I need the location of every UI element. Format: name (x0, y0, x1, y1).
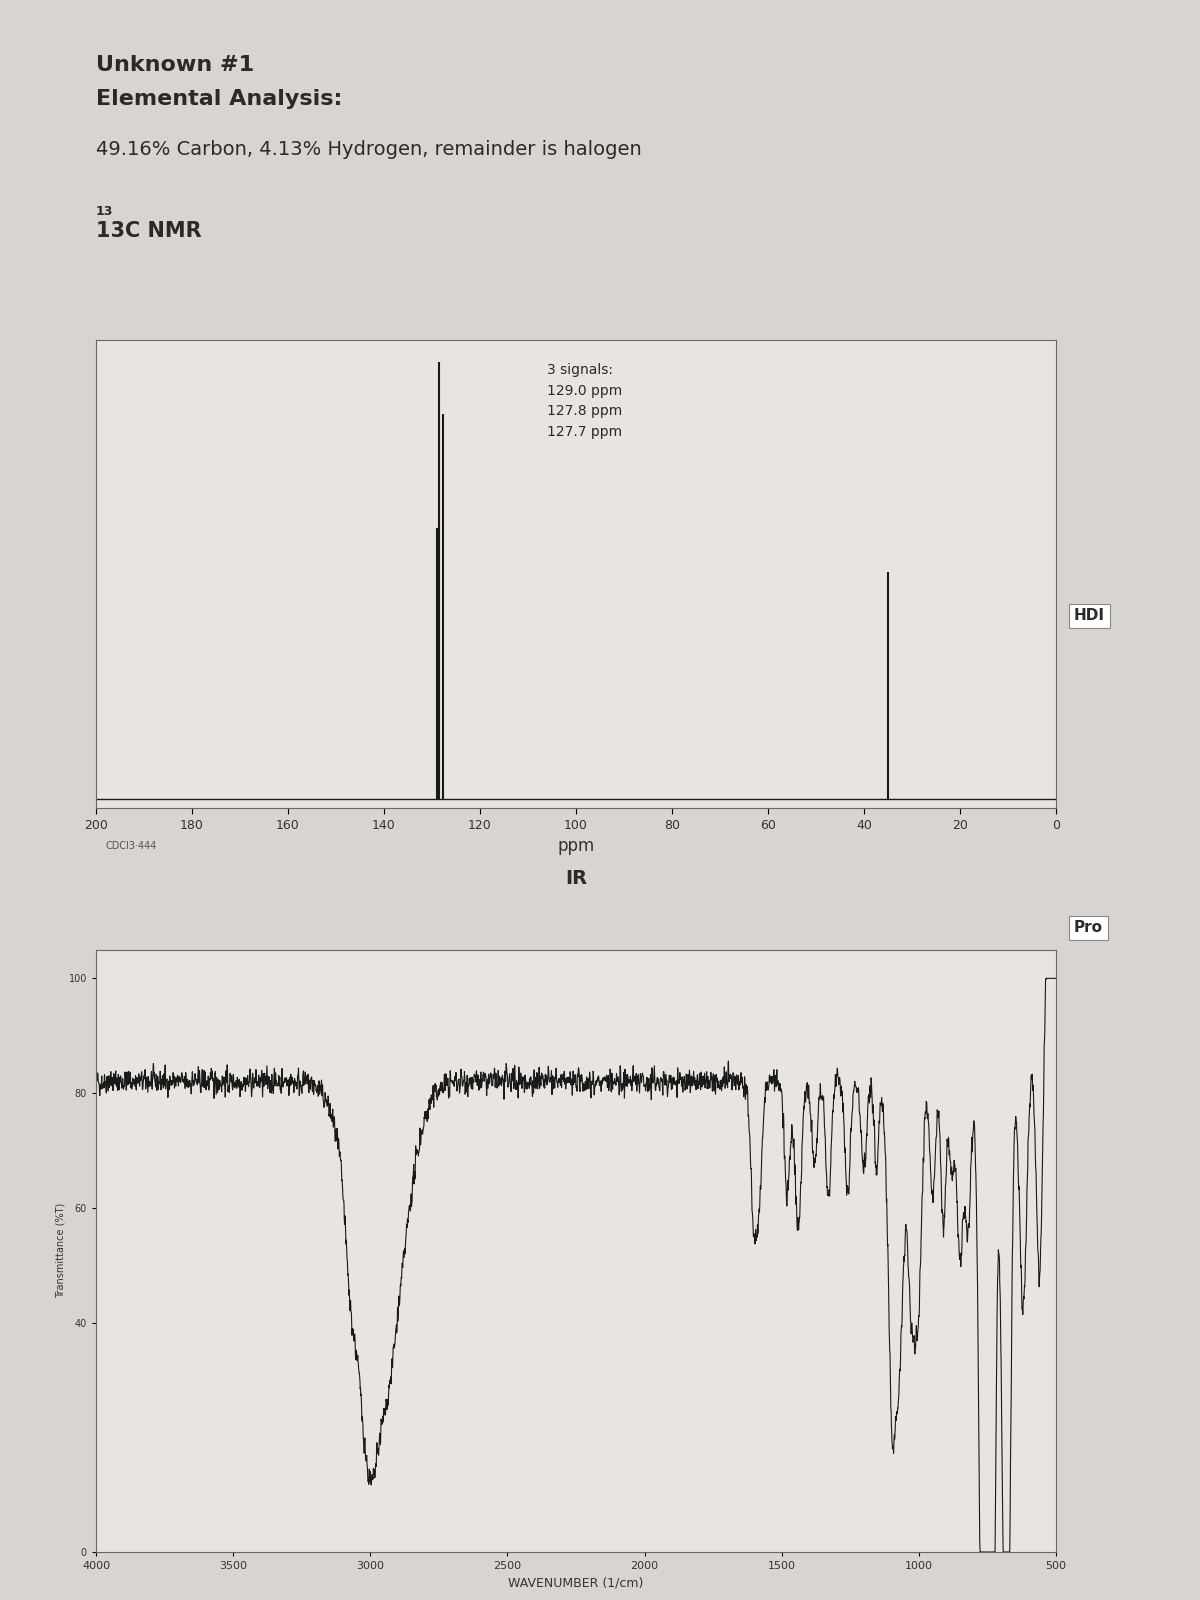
Text: 49.16% Carbon, 4.13% Hydrogen, remainder is halogen: 49.16% Carbon, 4.13% Hydrogen, remainder… (96, 139, 642, 158)
Text: 13: 13 (96, 205, 113, 218)
X-axis label: WAVENUMBER (1/cm): WAVENUMBER (1/cm) (509, 1576, 643, 1589)
Text: 13C NMR: 13C NMR (96, 221, 202, 242)
Text: IR: IR (565, 869, 587, 888)
Text: Pro: Pro (1074, 920, 1103, 936)
Text: Unknown #1: Unknown #1 (96, 56, 254, 75)
X-axis label: ppm: ppm (557, 837, 595, 854)
Y-axis label: Transmittance (%T): Transmittance (%T) (56, 1203, 66, 1299)
Text: CDCl3·444: CDCl3·444 (106, 842, 157, 851)
Text: HDI: HDI (1074, 608, 1105, 624)
Text: 3 signals:
129.0 ppm
127.8 ppm
127.7 ppm: 3 signals: 129.0 ppm 127.8 ppm 127.7 ppm (547, 363, 623, 438)
Text: Elemental Analysis:: Elemental Analysis: (96, 90, 342, 109)
